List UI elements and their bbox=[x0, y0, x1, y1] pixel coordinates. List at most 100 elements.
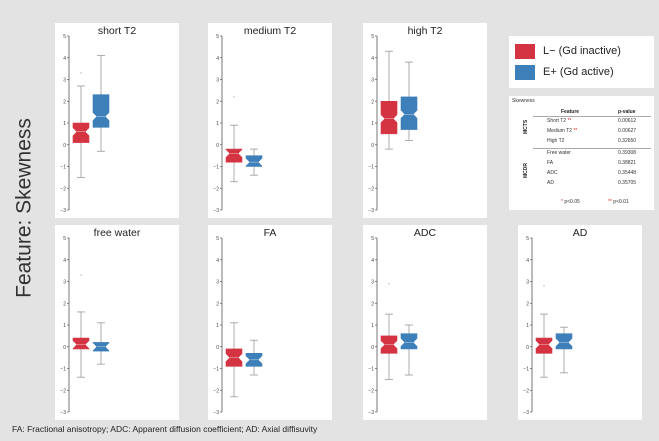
panel-ad: AD −3 −2 −1 0 1 2 3 4 5 bbox=[518, 225, 642, 420]
pvalue-row: High T2 0.32650 bbox=[547, 136, 651, 146]
y-tick-label: 1 bbox=[216, 323, 219, 329]
pvalue-col-feature: Feature bbox=[561, 109, 580, 115]
pvalue-row-feature: Free water bbox=[547, 150, 571, 156]
pvalue-row-value: 0.35705 bbox=[618, 180, 637, 186]
y-tick-label: 0 bbox=[526, 345, 529, 351]
y-tick-label: −3 bbox=[60, 208, 66, 214]
y-tick-label: 0 bbox=[371, 345, 374, 351]
panel-fa: FA −3 −2 −1 0 1 2 3 4 5 bbox=[208, 225, 332, 420]
panel-title: medium T2 bbox=[244, 25, 296, 37]
pvalue-note-2-star: ** bbox=[608, 199, 612, 205]
y-tick-label: 2 bbox=[63, 99, 66, 105]
panel-title: free water bbox=[94, 227, 141, 239]
pvalue-note-2: ** p<0.01 bbox=[608, 199, 629, 205]
panel-adc: ADC −3 −2 −1 0 1 2 3 4 5 bbox=[363, 225, 487, 420]
y-tick-label: −2 bbox=[213, 186, 219, 192]
y-tick-label: 1 bbox=[63, 121, 66, 127]
pvalue-row-stars: ** bbox=[573, 128, 578, 134]
box-body bbox=[380, 100, 398, 135]
pvalue-group-mcts-label: MCTS bbox=[523, 119, 529, 134]
panel-title: short T2 bbox=[98, 25, 136, 37]
y-tick-label: 1 bbox=[216, 121, 219, 127]
y-tick-label: 0 bbox=[216, 143, 219, 149]
y-tick-label: −3 bbox=[60, 410, 66, 416]
y-tick-label: 1 bbox=[526, 323, 529, 329]
y-tick-label: 0 bbox=[371, 143, 374, 149]
pvalue-row: Short T2 ** 0.00612 bbox=[547, 116, 651, 126]
pvalue-group-mcdr-label: MCDR bbox=[523, 163, 529, 178]
panel-title: AD bbox=[573, 227, 588, 239]
outlier-point bbox=[80, 274, 82, 276]
box-body bbox=[92, 94, 110, 128]
box-body bbox=[400, 96, 418, 130]
y-tick-label: 3 bbox=[63, 280, 66, 286]
pvalue-row-feature: FA bbox=[547, 160, 554, 166]
y-tick-label: 2 bbox=[371, 301, 374, 307]
y-tick-label: 2 bbox=[216, 301, 219, 307]
feature-title-text: Feature: Skewness bbox=[13, 118, 36, 298]
pvalue-group-rule bbox=[533, 148, 651, 149]
pvalue-row-feature: ADC bbox=[547, 170, 558, 176]
y-tick-label: 2 bbox=[216, 99, 219, 105]
pvalue-col-pvalue: p-value bbox=[618, 109, 636, 115]
boxplot-svg: AD −3 −2 −1 0 1 2 3 4 5 bbox=[523, 227, 588, 416]
y-tick-label: 5 bbox=[216, 34, 219, 40]
y-tick-label: 5 bbox=[526, 236, 529, 242]
y-tick-label: 2 bbox=[371, 99, 374, 105]
box-body bbox=[400, 333, 418, 350]
y-tick-label: −3 bbox=[213, 208, 219, 214]
y-tick-label: 3 bbox=[63, 78, 66, 84]
panel-title: high T2 bbox=[408, 25, 443, 37]
pvalue-row-value: 0.00612 bbox=[618, 118, 637, 124]
pvalue-row-value: 0.38821 bbox=[618, 160, 637, 166]
box-body bbox=[225, 148, 243, 163]
boxplot-svg: FA −3 −2 −1 0 1 2 3 4 5 bbox=[213, 227, 276, 416]
boxplot-svg: free water −3 −2 −1 0 1 2 3 4 5 bbox=[60, 227, 141, 416]
feature-title: Feature: Skewness bbox=[4, 78, 46, 338]
y-tick-label: −3 bbox=[368, 208, 374, 214]
pvalue-row: Free water 0.39308 bbox=[547, 148, 651, 158]
y-tick-label: −3 bbox=[368, 410, 374, 416]
pvalue-header-rule bbox=[533, 116, 651, 117]
pvalue-row-feature: High T2 bbox=[547, 138, 565, 144]
y-tick-label: −1 bbox=[213, 165, 219, 171]
pvalue-group-mcts: MCTS bbox=[521, 119, 531, 140]
y-tick-label: 4 bbox=[216, 56, 219, 62]
outlier-point bbox=[80, 72, 82, 74]
legend-swatch-e-plus bbox=[515, 64, 535, 80]
pvalue-row: FA 0.38821 bbox=[547, 158, 651, 168]
y-tick-label: 1 bbox=[63, 323, 66, 329]
pvalue-group-mcdr: MCDR bbox=[521, 163, 531, 184]
pvalue-row: ADC 0.35448 bbox=[547, 168, 651, 178]
box-body bbox=[72, 122, 90, 143]
y-tick-label: −1 bbox=[368, 367, 374, 373]
legend-swatch-l-minus bbox=[515, 43, 535, 59]
boxplot-svg: high T2 −3 −2 −1 0 1 2 3 4 5 bbox=[368, 25, 443, 214]
y-tick-label: 3 bbox=[371, 280, 374, 286]
y-tick-label: 5 bbox=[371, 236, 374, 242]
y-tick-label: 0 bbox=[63, 143, 66, 149]
panel-free-water: free water −3 −2 −1 0 1 2 3 4 5 bbox=[55, 225, 179, 420]
y-tick-label: 5 bbox=[216, 236, 219, 242]
pvalue-note-1: * p<0.05 bbox=[561, 199, 580, 205]
legend-item-e-plus: E+ (Gd active) bbox=[515, 63, 614, 81]
y-tick-label: 1 bbox=[371, 121, 374, 127]
pvalue-row-value: 0.35448 bbox=[618, 170, 637, 176]
pvalue-table: Skewness Feature p-value MCTS MCDR Short… bbox=[509, 96, 654, 210]
legend-item-l-minus: L− (Gd inactive) bbox=[515, 42, 621, 60]
pvalue-row-value: 0.32650 bbox=[618, 138, 637, 144]
y-tick-label: −2 bbox=[523, 388, 529, 394]
panel-high-t2: high T2 −3 −2 −1 0 1 2 3 4 5 bbox=[363, 23, 487, 218]
y-tick-label: 5 bbox=[63, 34, 66, 40]
y-tick-label: 3 bbox=[216, 280, 219, 286]
pvalue-note-2-text: p<0.01 bbox=[613, 199, 629, 205]
legend-label-l-minus: L− (Gd inactive) bbox=[543, 45, 621, 57]
pvalue-row: AD 0.35705 bbox=[547, 178, 651, 188]
y-tick-label: 3 bbox=[371, 78, 374, 84]
pvalue-row-feature: AD bbox=[547, 180, 554, 186]
panel-title: ADC bbox=[414, 227, 437, 239]
outlier-point bbox=[233, 96, 235, 98]
y-tick-label: 4 bbox=[63, 56, 66, 62]
y-tick-label: 0 bbox=[63, 345, 66, 351]
outlier-point bbox=[543, 284, 545, 287]
